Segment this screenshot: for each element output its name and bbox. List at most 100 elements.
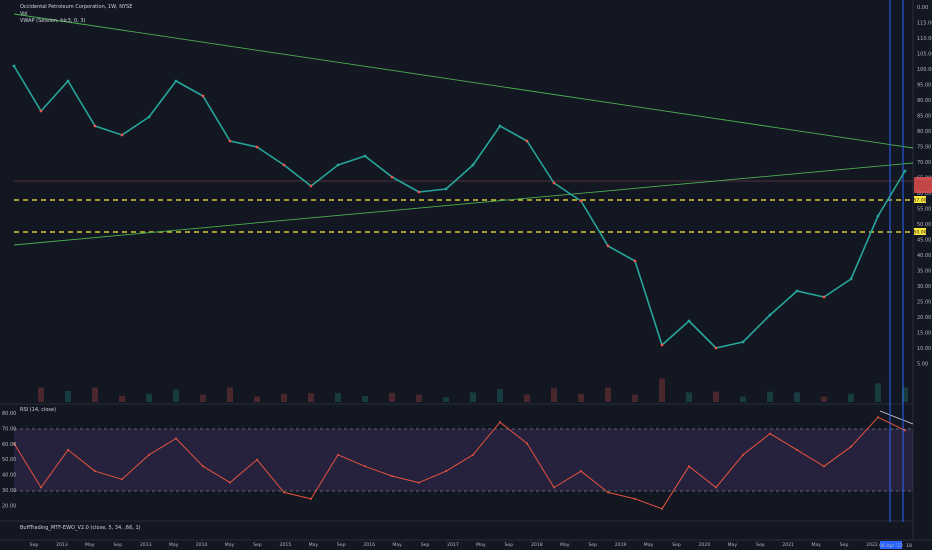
- time-tick-label: 2013: [56, 542, 68, 548]
- price-axis[interactable]: 0.00 115.00 110.00 105.00 100.00 95.00 90.00 85…: [917, 5, 932, 368]
- price-point: [660, 343, 664, 347]
- price-point: [39, 109, 43, 113]
- volume-bar: [713, 391, 719, 402]
- time-tick-label: Sep: [30, 542, 39, 548]
- rsi-point: [607, 491, 609, 494]
- time-tick-label: Sep: [505, 542, 514, 548]
- rsi-point: [229, 481, 231, 484]
- time-tick-label: May: [811, 542, 821, 548]
- rsi-point: [175, 437, 177, 440]
- price-point: [66, 79, 70, 83]
- rsi-divergence-line[interactable]: [879, 410, 914, 425]
- price-point: [795, 289, 799, 293]
- volume-bar: [65, 391, 71, 402]
- volume-bar: [497, 388, 503, 402]
- volume-bar: [92, 387, 98, 402]
- support-label-57-bg: [914, 196, 926, 203]
- rsi-label: RSI (14, close): [20, 407, 57, 413]
- price-point: [633, 259, 637, 263]
- volume-bar: [281, 393, 287, 402]
- rsi-point: [580, 470, 582, 473]
- price-tick-label: 115.00: [917, 21, 932, 27]
- rsi-point: [256, 458, 258, 461]
- time-tick-label: May: [225, 542, 235, 548]
- time-tick-label: May: [644, 542, 654, 548]
- support-label-50: 50.00: [913, 230, 926, 236]
- volume-bar: [38, 387, 44, 402]
- time-tick-label: May: [476, 542, 486, 548]
- rsi-axis[interactable]: 80.00 70.00 60.00 50.00 40.00 30.00 20.00: [2, 411, 16, 509]
- rsi-point: [499, 421, 501, 424]
- price-tick-label: 10.00: [917, 346, 931, 352]
- rsi-point: [769, 432, 771, 435]
- price-tick-label: 50.00: [917, 222, 931, 228]
- price-series: [12, 64, 907, 350]
- time-tick-label: May: [169, 542, 179, 548]
- vwap-label: VWAP (Session, hlc3, 0, 3): [20, 18, 86, 24]
- time-tick-label: May: [85, 542, 95, 548]
- volume-bar: [524, 394, 530, 402]
- ascending-trendline[interactable]: [13, 162, 914, 246]
- price-point: [579, 199, 583, 203]
- price-point: [363, 154, 367, 158]
- volume-bar: [605, 387, 611, 402]
- time-tick-label: Sep: [672, 542, 681, 548]
- price-point: [498, 124, 502, 128]
- rsi-point: [688, 465, 690, 468]
- time-tick-label: Sep: [421, 542, 430, 548]
- oscillator-label: BuffTrading_MTF-EWO_V2.0 (close, 5, 34, …: [20, 525, 141, 531]
- rsi-point: [877, 416, 879, 419]
- price-point: [822, 295, 826, 299]
- time-tick-label: 2016: [363, 542, 375, 548]
- price-point: [606, 244, 610, 248]
- time-tick-label: 2021: [782, 542, 794, 548]
- rsi-line: [13, 416, 906, 510]
- time-tick-label: 2014: [196, 542, 208, 548]
- rsi-point: [67, 448, 69, 451]
- time-tick-label: Sep: [337, 542, 346, 548]
- time-tick-label: Sep: [840, 542, 849, 548]
- rsi-point: [526, 442, 528, 445]
- rsi-series: [13, 416, 906, 510]
- time-highlight-label-2: 18: [906, 543, 912, 549]
- price-tick-label: 75.00: [917, 145, 931, 151]
- price-tick-label: 90.00: [917, 98, 931, 104]
- price-tick-label: 25.00: [917, 300, 931, 306]
- price-point: [228, 139, 232, 143]
- rsi-point: [148, 453, 150, 456]
- rsi-tick-label: 70.00: [2, 426, 16, 432]
- support-label-50-bg: [914, 228, 926, 235]
- rsi-point: [904, 429, 906, 432]
- rsi-point: [364, 465, 366, 468]
- time-tick-label: 2017: [447, 542, 459, 548]
- price-point: [417, 190, 421, 194]
- volume-bar: [173, 389, 179, 402]
- price-point: [282, 163, 286, 167]
- price-point: [309, 184, 313, 188]
- volume-bar: [821, 396, 827, 402]
- time-tick-label: 2015: [280, 542, 292, 548]
- price-tick-label: 70.00: [917, 160, 931, 166]
- rsi-point: [553, 486, 555, 489]
- volume-bar: [416, 394, 422, 402]
- price-tick-label: 5.00: [917, 362, 928, 368]
- price-point: [201, 94, 205, 98]
- price-point: [525, 139, 529, 143]
- price-tick-label: 0.00: [917, 5, 928, 11]
- price-tick-label: 30.00: [917, 284, 931, 290]
- volume-bar: [551, 388, 557, 402]
- volume-bar: [875, 383, 881, 402]
- vol-label: Vol: [20, 11, 28, 17]
- descending-trendline[interactable]: [13, 13, 914, 149]
- price-point: [741, 340, 745, 344]
- time-tick-label: 2019: [615, 542, 627, 548]
- volume-bar: [794, 392, 800, 402]
- price-tick-label: 85.00: [917, 114, 931, 120]
- rsi-tick-label: 50.00: [2, 457, 16, 463]
- volume-bar: [443, 397, 449, 402]
- price-point: [12, 64, 16, 68]
- price-point: [147, 115, 151, 119]
- time-tick-label: May: [309, 542, 319, 548]
- time-axis[interactable]: Sep 2013 May Sep 2013 May 2014 May Sep 2015 May Sep…: [30, 542, 878, 548]
